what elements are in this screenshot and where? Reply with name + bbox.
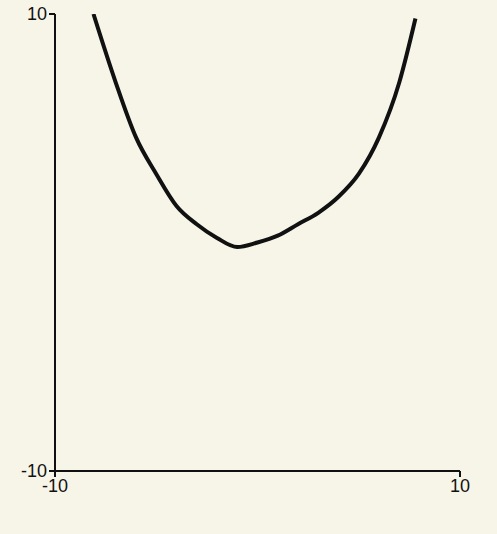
svg-text:10: 10 <box>450 476 470 496</box>
svg-text:10: 10 <box>27 4 47 24</box>
svg-text:-10: -10 <box>42 475 68 496</box>
svg-text:-10: -10 <box>21 461 47 481</box>
